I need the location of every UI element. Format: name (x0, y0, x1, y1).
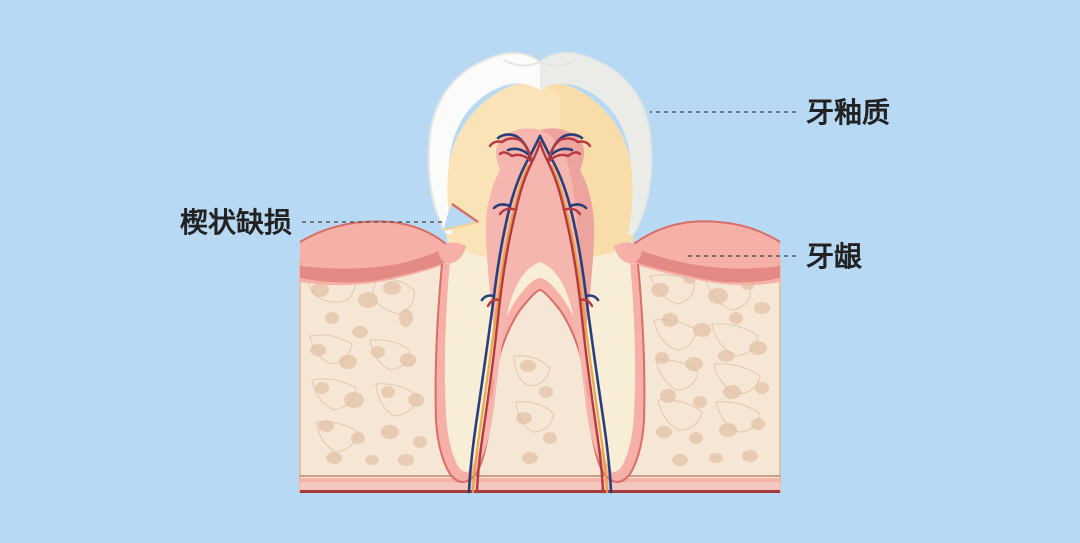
tooth-anatomy-diagram: 楔状缺损 牙釉质 牙龈 (0, 0, 1080, 543)
label-gum: 牙龈 (806, 241, 863, 272)
label-wedge-defect: 楔状缺损 (180, 207, 292, 238)
jawbone-block (300, 260, 780, 493)
label-enamel: 牙釉质 (806, 97, 890, 128)
